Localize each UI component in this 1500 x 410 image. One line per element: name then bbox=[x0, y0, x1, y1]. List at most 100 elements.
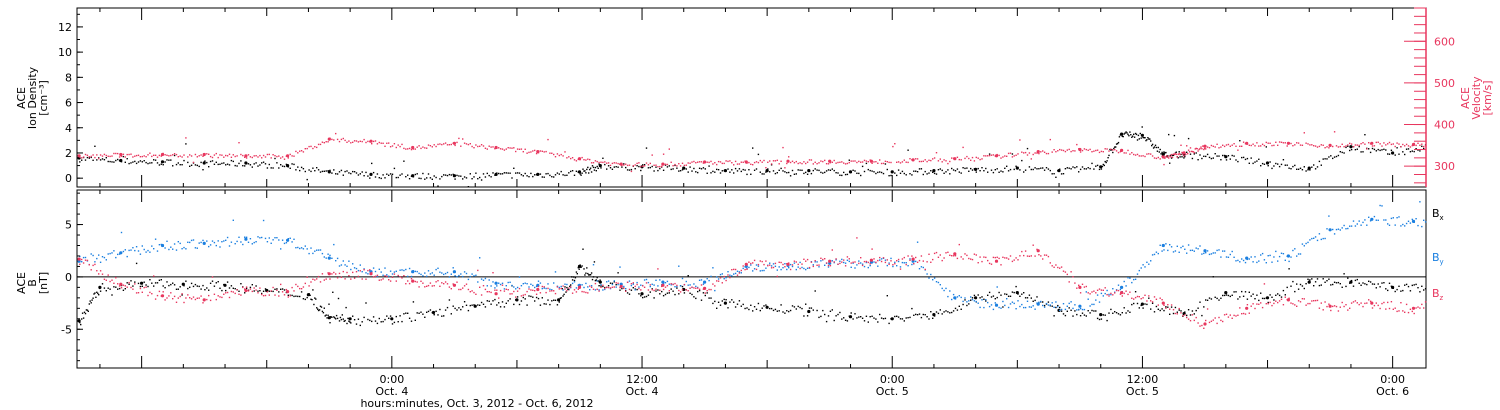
density-point bbox=[1140, 133, 1144, 137]
left-ytick-label: 10 bbox=[58, 46, 72, 59]
bz-point bbox=[1411, 306, 1416, 310]
velocity-point bbox=[786, 159, 790, 163]
right-ytick-label: 500 bbox=[1434, 77, 1455, 90]
density-point bbox=[160, 160, 165, 164]
bottom-ylabel-line: B bbox=[26, 279, 39, 287]
density-point bbox=[1307, 166, 1311, 170]
by-point bbox=[452, 270, 456, 274]
by-point bbox=[494, 281, 498, 285]
bx-point bbox=[723, 301, 728, 305]
bz-point bbox=[77, 257, 81, 261]
bottom-ylabel-line: ACE bbox=[15, 272, 28, 294]
bz-point bbox=[744, 262, 748, 266]
top-left-ylabel-line: Ion Density bbox=[26, 66, 39, 129]
density-series bbox=[77, 126, 1427, 188]
bz-point bbox=[953, 252, 957, 256]
bz-series bbox=[77, 237, 1427, 329]
left-ytick-label: 6 bbox=[65, 97, 72, 110]
velocity-point bbox=[1203, 144, 1207, 148]
bz-point bbox=[494, 292, 498, 296]
left-ytick-label: 12 bbox=[58, 21, 72, 34]
bottom-panel-frame bbox=[76, 189, 1427, 369]
top-left-ylabel-line: ACE bbox=[15, 87, 28, 109]
bz-point bbox=[994, 259, 999, 263]
legend-label: B bbox=[1432, 287, 1440, 300]
left-ytick-label: 2 bbox=[65, 147, 72, 160]
left-ytick-label: 0 bbox=[65, 172, 72, 185]
top-panel-frame bbox=[76, 7, 1427, 188]
bx-point bbox=[348, 317, 352, 321]
bx-point bbox=[1224, 291, 1228, 295]
density-point bbox=[202, 161, 206, 165]
legend-subscript: x bbox=[1440, 214, 1444, 222]
bz-point bbox=[1078, 285, 1082, 289]
bx-point bbox=[1307, 280, 1311, 284]
bz-point bbox=[1328, 304, 1332, 308]
density-point bbox=[932, 169, 936, 173]
bx-point bbox=[640, 292, 644, 296]
x-tick-time-label: 12:00 bbox=[626, 373, 658, 386]
x-tick-date-label: Oct. 5 bbox=[876, 385, 909, 398]
x-tick-time-label: 0:00 bbox=[379, 373, 404, 386]
legend-label: B bbox=[1432, 251, 1440, 264]
bx-point bbox=[974, 296, 978, 300]
velocity-point bbox=[119, 152, 123, 157]
by-point bbox=[994, 303, 999, 307]
velocity-point bbox=[661, 162, 665, 166]
bx-point bbox=[77, 319, 81, 323]
legend-label: B bbox=[1432, 207, 1440, 220]
x-tick-date-label: Oct. 5 bbox=[1126, 385, 1159, 398]
by-point bbox=[661, 280, 665, 284]
top-right-ylabel-line: Velocity bbox=[1470, 76, 1483, 120]
by-point bbox=[327, 256, 331, 260]
x-tick-date-label: Oct. 4 bbox=[626, 385, 659, 398]
x-tick-date-label: Oct. 6 bbox=[1376, 385, 1409, 398]
bottom-ytick-label: 5 bbox=[65, 219, 72, 232]
velocity-point bbox=[244, 154, 248, 158]
top-right-ylabel-line: ACE bbox=[1459, 87, 1472, 109]
bz-point bbox=[828, 259, 832, 263]
density-point bbox=[1099, 165, 1103, 169]
density-point bbox=[369, 172, 373, 176]
by-point bbox=[286, 238, 290, 242]
bz-point bbox=[286, 290, 290, 294]
right-ytick-label: 600 bbox=[1434, 35, 1455, 48]
bottom-ylabel-line: [nT] bbox=[37, 272, 50, 294]
x-tick-date-label: Oct. 4 bbox=[375, 385, 408, 398]
bz-point bbox=[1203, 322, 1207, 326]
legend-entry-bx: Bx bbox=[1432, 207, 1444, 222]
velocity-point bbox=[411, 145, 415, 150]
x-axis-label: hours:minutes, Oct. 3, 2012 - Oct. 6, 20… bbox=[360, 397, 593, 410]
top-right-ylabel-line: [km/s] bbox=[1481, 80, 1494, 115]
bx-point bbox=[390, 317, 394, 321]
bz-point bbox=[1161, 301, 1165, 305]
bottom-ytick-label: 0 bbox=[65, 271, 72, 284]
bx-point bbox=[327, 316, 331, 320]
by-point bbox=[1120, 285, 1124, 289]
right-ytick-label: 300 bbox=[1434, 160, 1455, 173]
bx-point bbox=[1099, 313, 1103, 317]
by-point bbox=[1203, 249, 1207, 253]
x-tick-time-label: 0:00 bbox=[1380, 373, 1405, 386]
x-tick-time-label: 12:00 bbox=[1127, 373, 1159, 386]
top-left-ylabel-line: [cm⁻³] bbox=[37, 80, 50, 116]
bz-point bbox=[869, 258, 874, 262]
velocity-point bbox=[828, 159, 832, 163]
by-point bbox=[1161, 243, 1165, 248]
legend-subscript: z bbox=[1440, 294, 1444, 302]
bx-point bbox=[807, 309, 811, 314]
bx-point bbox=[515, 298, 519, 302]
by-point bbox=[244, 237, 248, 241]
legend-entry-by: By bbox=[1432, 251, 1444, 266]
legend-entry-bz: Bz bbox=[1432, 287, 1444, 302]
velocity-point bbox=[452, 141, 456, 145]
bz-point bbox=[1370, 301, 1374, 305]
left-ytick-label: 8 bbox=[65, 71, 72, 84]
bx-point bbox=[140, 281, 144, 285]
bx-point bbox=[598, 280, 602, 284]
